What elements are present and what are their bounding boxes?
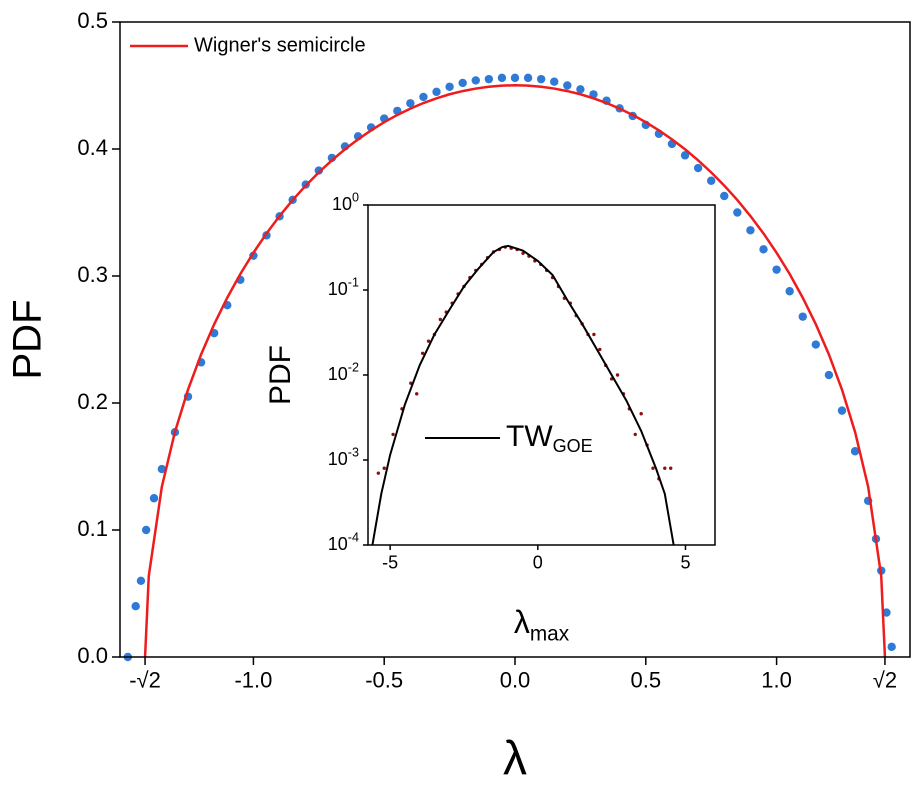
data-point xyxy=(131,602,140,611)
y-tick-label: 0.5 xyxy=(77,8,108,33)
data-point xyxy=(850,447,860,456)
data-point xyxy=(497,73,507,83)
data-point xyxy=(314,166,324,175)
data-point xyxy=(669,466,673,470)
data-point xyxy=(136,576,146,585)
x-tick-label: -5 xyxy=(382,552,398,572)
data-point xyxy=(458,78,467,88)
data-point xyxy=(639,412,643,416)
data-line xyxy=(371,244,675,546)
y-tick-label: 0.3 xyxy=(77,262,108,287)
x-axis-label: λ xyxy=(503,733,527,786)
x-axis-label: λmax xyxy=(514,604,570,645)
data-point xyxy=(811,340,821,349)
legend-label: TWGOE xyxy=(506,420,593,456)
data-point xyxy=(157,464,167,474)
data-point xyxy=(615,373,620,377)
data-point xyxy=(733,208,742,217)
data-point xyxy=(663,466,667,470)
data-point xyxy=(772,265,781,274)
data-point xyxy=(706,176,716,185)
data-point xyxy=(598,347,602,352)
data-point xyxy=(149,494,159,503)
data-point xyxy=(592,332,596,337)
data-point xyxy=(536,74,546,84)
data-point xyxy=(376,471,381,475)
data-point xyxy=(746,226,755,235)
data-point xyxy=(759,245,768,254)
data-point xyxy=(382,466,386,470)
data-point xyxy=(824,370,834,380)
x-tick-label: -0.5 xyxy=(365,667,403,692)
x-tick-label: -√2 xyxy=(129,667,161,692)
x-tick-label: 0.0 xyxy=(500,667,531,692)
data-point xyxy=(426,339,431,343)
y-tick-label: 10-3 xyxy=(328,446,359,469)
y-axis-label: PDF xyxy=(264,345,297,405)
data-point xyxy=(415,392,419,396)
data-point xyxy=(633,432,637,437)
data-point xyxy=(785,287,794,296)
legend-label: Wigner's semicircle xyxy=(194,34,366,56)
data-point xyxy=(406,99,415,108)
data-line xyxy=(143,83,887,658)
data-point xyxy=(837,406,847,415)
x-tick-label: 0 xyxy=(533,552,543,572)
data-point xyxy=(510,73,520,83)
x-tick-label: 5 xyxy=(680,552,690,572)
data-point xyxy=(419,92,428,102)
data-point xyxy=(651,466,655,470)
data-point xyxy=(438,317,443,322)
data-point xyxy=(471,76,480,85)
data-point xyxy=(720,191,729,201)
inset-background xyxy=(368,205,715,545)
plot-area xyxy=(123,73,896,662)
data-point xyxy=(432,87,441,97)
data-point xyxy=(391,432,395,437)
data-point xyxy=(523,73,533,83)
data-point xyxy=(576,85,585,94)
data-point xyxy=(882,608,891,617)
y-tick-label: 10-1 xyxy=(328,276,359,299)
data-point xyxy=(563,81,572,90)
x-tick-label: 0.5 xyxy=(630,667,661,692)
data-point xyxy=(484,74,494,84)
x-tick-label: -1.0 xyxy=(234,667,272,692)
y-tick-label: 10-4 xyxy=(328,531,359,554)
data-point xyxy=(680,151,690,160)
x-tick-label: √2 xyxy=(873,667,897,692)
y-axis-label: PDF xyxy=(6,300,50,380)
data-point xyxy=(887,642,896,652)
data-point xyxy=(141,525,151,535)
y-tick-label: 10-2 xyxy=(328,361,359,384)
y-tick-label: 0.2 xyxy=(77,389,108,414)
x-tick-label: 1.0 xyxy=(761,667,792,692)
data-point xyxy=(445,82,454,91)
y-tick-label: 0.4 xyxy=(77,135,108,160)
y-tick-label: 100 xyxy=(332,191,359,214)
plot-area xyxy=(371,244,675,546)
data-point xyxy=(420,351,425,356)
y-tick-label: 0.0 xyxy=(77,643,108,668)
data-point xyxy=(693,163,703,173)
y-tick-label: 0.1 xyxy=(77,516,108,541)
data-point xyxy=(798,312,807,321)
data-point xyxy=(550,77,559,86)
